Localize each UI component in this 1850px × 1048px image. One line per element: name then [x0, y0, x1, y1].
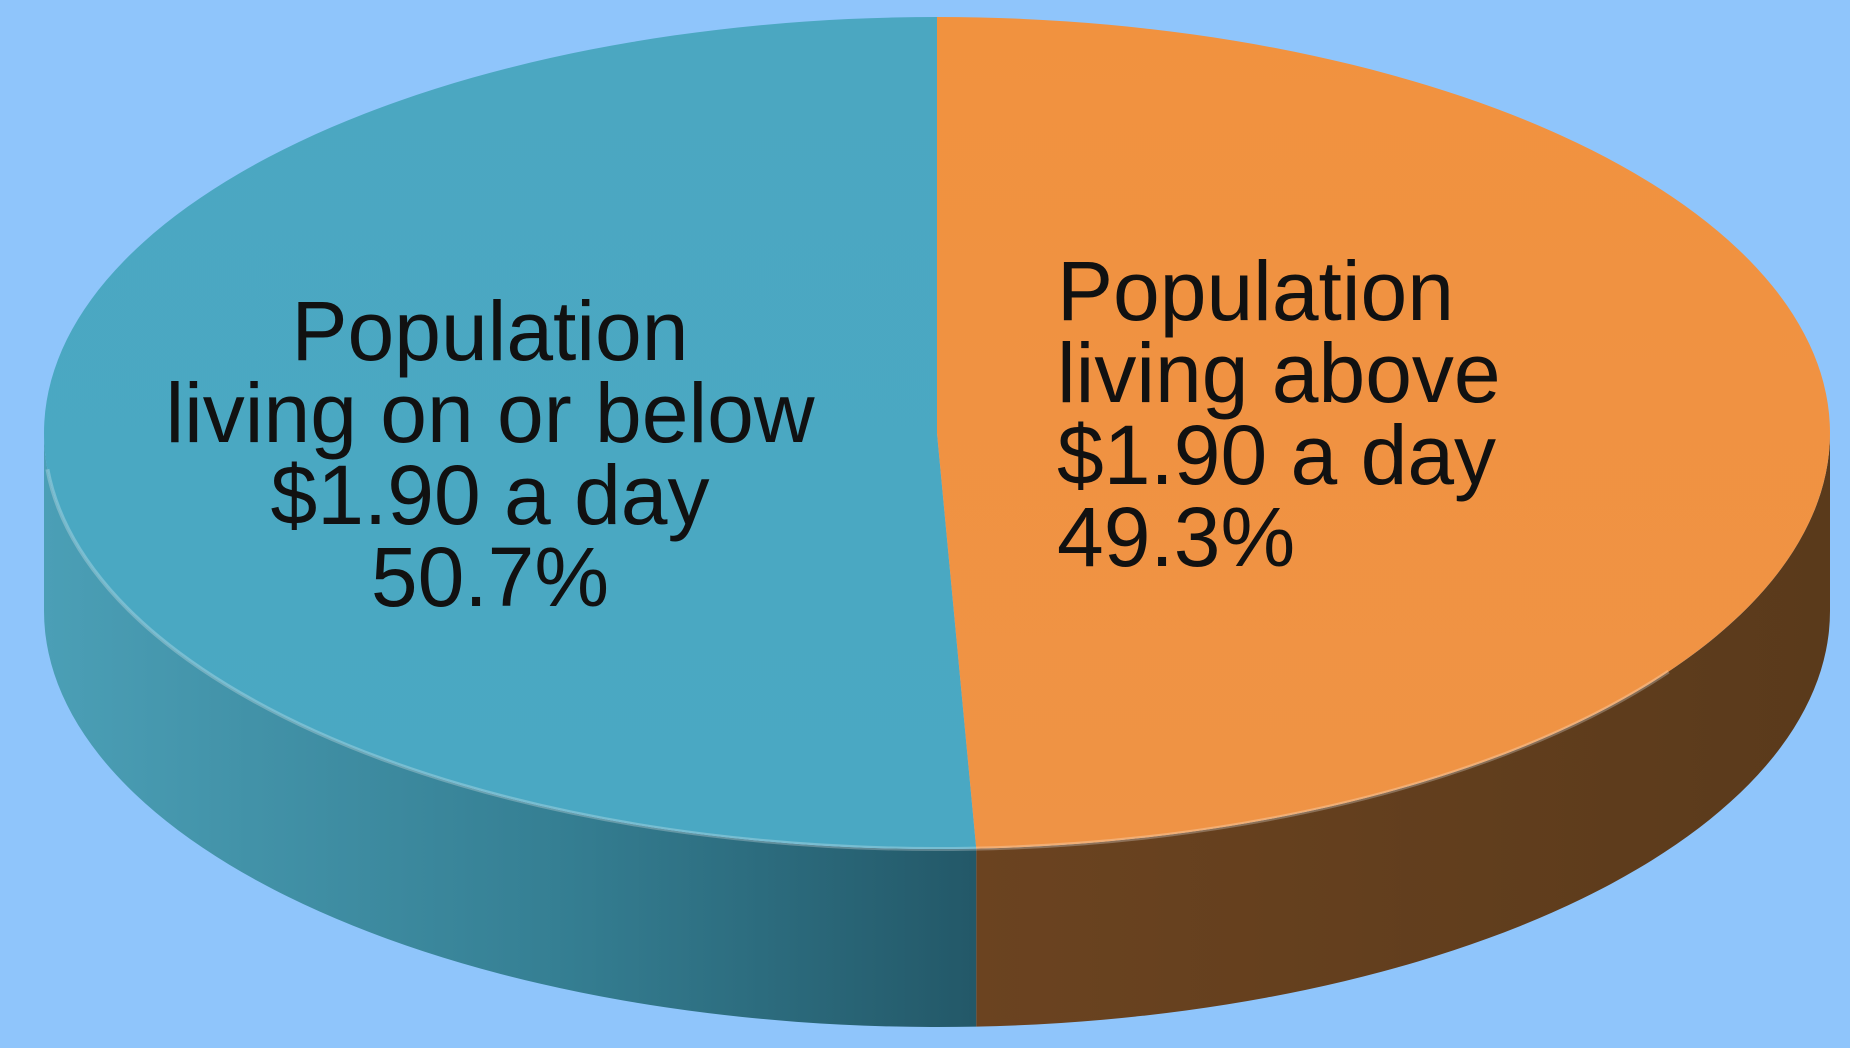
pie-rim-highlight [45, 468, 1670, 851]
pie-tops [44, 17, 1831, 851]
slice-label-line: $1.90 a day [1057, 408, 1496, 502]
slice-percent-label: 49.3% [1057, 490, 1295, 584]
pie-labels: Population living on or below $1.90 a day 5… [165, 244, 1500, 624]
slice-label-line: Population [292, 284, 689, 378]
slice-label-line: $1.90 a day [270, 448, 709, 542]
label-above: Population living above $1.90 a day 49.3% [1057, 244, 1501, 584]
pie-sides [44, 433, 1830, 1027]
slice-on-or-below [44, 17, 977, 849]
slice-percent-label: 50.7% [371, 530, 609, 624]
slice-label-line: living on or below [165, 366, 814, 460]
slice-above [937, 17, 1831, 849]
slice-side-on-or-below [44, 433, 977, 1027]
slice-side-above [976, 433, 1830, 1027]
slice-label-line: Population [1057, 244, 1454, 338]
slice-label-line: living above [1057, 326, 1501, 420]
label-on-or-below: Population living on or below $1.90 a day 5… [165, 284, 814, 624]
